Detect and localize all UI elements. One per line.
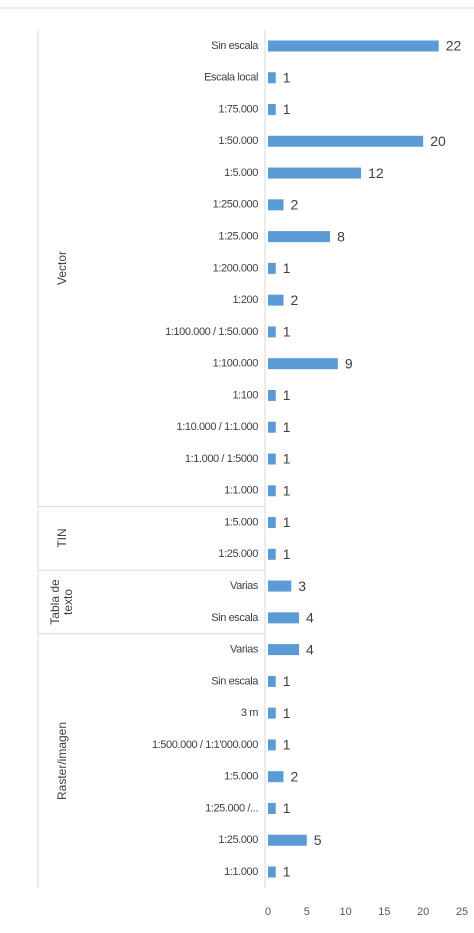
x-tick-label: 5 — [304, 906, 310, 918]
value-label: 22 — [446, 38, 462, 54]
category-label: 1:5.000 — [224, 516, 258, 528]
category-label: 1:50.000 — [218, 135, 258, 147]
value-label: 20 — [430, 133, 446, 149]
category-label: 1:25.000 — [218, 231, 258, 243]
bar — [268, 294, 284, 306]
group-label: TIN — [54, 528, 69, 549]
value-label: 1 — [283, 673, 291, 689]
bar — [268, 40, 439, 52]
x-tick-label: 10 — [339, 906, 351, 918]
bar — [268, 104, 276, 116]
value-label: 1 — [283, 451, 291, 467]
bar — [268, 802, 276, 814]
value-label: 1 — [283, 101, 291, 117]
category-label: Sin escala — [211, 612, 259, 624]
value-label: 9 — [345, 355, 353, 371]
category-label: Varias — [230, 644, 259, 656]
bar — [268, 612, 300, 624]
category-label: 1:75.000 — [218, 103, 258, 115]
x-tick-label: 25 — [456, 906, 468, 918]
value-label: 1 — [283, 387, 291, 403]
bar — [268, 72, 276, 84]
value-label: 1 — [283, 705, 291, 721]
x-tick-label: 20 — [417, 906, 429, 918]
category-label: 1:25.000 — [218, 834, 258, 846]
x-tick-label: 15 — [378, 906, 390, 918]
bar — [268, 739, 276, 751]
value-label: 1 — [283, 737, 291, 753]
bar — [268, 262, 276, 274]
value-label: 1 — [283, 324, 291, 340]
category-label: 1:100.000 / 1:50.000 — [165, 326, 258, 338]
value-label: 2 — [291, 292, 299, 308]
value-label: 1 — [283, 800, 291, 816]
value-label: 1 — [283, 864, 291, 880]
bar — [268, 358, 338, 370]
x-tick-label: 0 — [265, 906, 271, 918]
category-label: Sin escala — [211, 675, 259, 687]
category-label: 1:100 — [232, 389, 258, 401]
bar — [268, 771, 284, 783]
category-label: 1:250.000 — [213, 199, 259, 211]
value-label: 2 — [291, 768, 299, 784]
bar — [268, 834, 307, 846]
bar — [268, 517, 276, 529]
value-label: 4 — [306, 610, 314, 626]
category-label: 1:5.000 — [224, 771, 258, 783]
bar — [268, 326, 276, 338]
bar — [268, 548, 276, 560]
bar — [268, 135, 424, 147]
category-label: 1:1.000 — [224, 866, 258, 878]
value-label: 12 — [368, 165, 384, 181]
category-label: 1:5.000 — [224, 167, 258, 179]
value-label: 1 — [283, 69, 291, 85]
category-label: 1:25.000 — [218, 548, 258, 560]
value-label: 1 — [283, 419, 291, 435]
bar — [268, 453, 276, 465]
category-label: 1:1.000 / 1:5000 — [185, 453, 258, 465]
category-label: Varias — [230, 580, 259, 592]
bar — [268, 644, 300, 656]
category-label: Sin escala — [211, 40, 259, 52]
value-label: 1 — [283, 514, 291, 530]
value-label: 8 — [337, 228, 345, 244]
bar — [268, 580, 292, 592]
category-label: 1:200 — [232, 294, 258, 306]
value-label: 1 — [283, 482, 291, 498]
bar — [268, 231, 331, 243]
value-label: 2 — [291, 197, 299, 213]
category-label: Escala local — [204, 72, 258, 84]
bar — [268, 421, 276, 433]
group-label: Vector — [54, 251, 69, 286]
bar — [268, 866, 276, 878]
category-label: 3 m — [241, 707, 258, 719]
value-label: 4 — [306, 641, 314, 657]
value-label: 1 — [283, 260, 291, 276]
category-label: 1:500.000 / 1:1'000.000 — [152, 739, 258, 751]
group-label: Raster/imagen — [54, 721, 69, 800]
category-label: 1:1.000 — [224, 485, 258, 497]
bar — [268, 707, 276, 719]
category-label: 1:100.000 — [213, 358, 259, 370]
value-label: 3 — [298, 578, 306, 594]
group-label: Tabla de texto — [48, 579, 75, 625]
value-label: 1 — [283, 546, 291, 562]
bar — [268, 675, 276, 687]
category-label: 1:200.000 — [213, 262, 259, 274]
category-label: 1:10.000 / 1:1.000 — [177, 421, 259, 433]
category-label: 1:25.000 /... — [205, 802, 258, 814]
bar — [268, 167, 362, 179]
bar — [268, 389, 276, 401]
value-label: 5 — [314, 832, 322, 848]
bar — [268, 199, 284, 211]
bar — [268, 485, 276, 497]
